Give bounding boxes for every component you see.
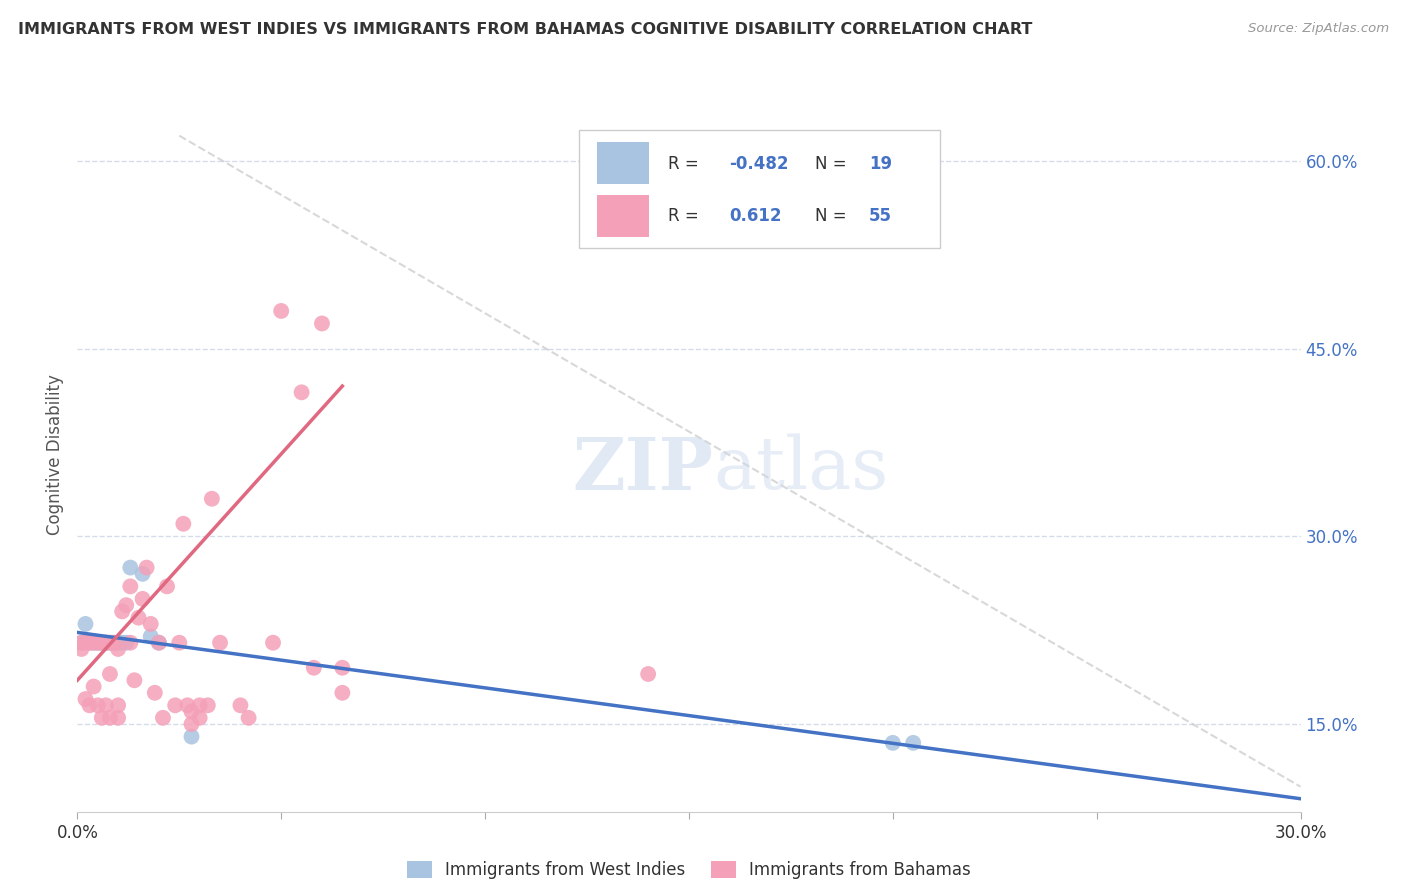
- Point: [291, 385, 314, 400]
- Point: [124, 673, 146, 688]
- Text: 55: 55: [869, 207, 891, 225]
- Point: [79, 636, 101, 650]
- Point: [103, 636, 125, 650]
- Point: [98, 636, 121, 650]
- Point: [120, 579, 142, 593]
- Point: [94, 636, 117, 650]
- Point: [103, 636, 125, 650]
- Text: 0.612: 0.612: [730, 207, 782, 225]
- Point: [180, 717, 202, 731]
- FancyBboxPatch shape: [579, 130, 939, 248]
- Point: [131, 566, 153, 581]
- Point: [165, 698, 187, 713]
- Point: [135, 560, 157, 574]
- Point: [83, 636, 105, 650]
- Point: [94, 636, 117, 650]
- Point: [201, 491, 224, 506]
- Point: [111, 604, 134, 618]
- Point: [115, 598, 138, 612]
- Point: [180, 705, 202, 719]
- Text: IMMIGRANTS FROM WEST INDIES VS IMMIGRANTS FROM BAHAMAS COGNITIVE DISABILITY CORR: IMMIGRANTS FROM WEST INDIES VS IMMIGRANT…: [18, 22, 1032, 37]
- Point: [87, 636, 110, 650]
- Point: [637, 667, 659, 681]
- Point: [115, 636, 138, 650]
- Point: [197, 698, 219, 713]
- Point: [882, 736, 904, 750]
- Point: [98, 667, 121, 681]
- Point: [90, 711, 112, 725]
- Point: [107, 698, 129, 713]
- Point: [75, 692, 97, 706]
- Text: ZIP: ZIP: [572, 434, 713, 505]
- Point: [83, 680, 105, 694]
- Point: [169, 636, 191, 650]
- Point: [302, 661, 325, 675]
- Point: [70, 636, 93, 650]
- Point: [148, 636, 170, 650]
- Point: [332, 661, 354, 675]
- Point: [111, 636, 134, 650]
- Legend: Immigrants from West Indies, Immigrants from Bahamas: Immigrants from West Indies, Immigrants …: [401, 854, 977, 886]
- Point: [148, 636, 170, 650]
- Y-axis label: Cognitive Disability: Cognitive Disability: [46, 375, 65, 535]
- Point: [152, 711, 174, 725]
- Point: [90, 636, 112, 650]
- Point: [180, 730, 202, 744]
- Point: [79, 636, 101, 650]
- Point: [311, 317, 333, 331]
- Point: [79, 698, 101, 713]
- Point: [120, 560, 142, 574]
- Point: [75, 636, 97, 650]
- Point: [209, 636, 232, 650]
- Point: [229, 698, 252, 713]
- Point: [107, 711, 129, 725]
- Point: [70, 642, 93, 657]
- Point: [83, 636, 105, 650]
- Point: [262, 636, 284, 650]
- Point: [139, 616, 162, 631]
- FancyBboxPatch shape: [598, 142, 648, 184]
- Point: [128, 610, 150, 624]
- Point: [70, 636, 93, 650]
- Point: [98, 711, 121, 725]
- FancyBboxPatch shape: [598, 195, 648, 237]
- Point: [332, 686, 354, 700]
- Text: N =: N =: [815, 207, 852, 225]
- Point: [156, 579, 179, 593]
- Point: [90, 636, 112, 650]
- Point: [87, 636, 110, 650]
- Point: [176, 698, 198, 713]
- Text: -0.482: -0.482: [730, 155, 789, 173]
- Text: R =: R =: [668, 155, 704, 173]
- Point: [75, 616, 97, 631]
- Point: [238, 711, 260, 725]
- Point: [143, 686, 166, 700]
- Point: [188, 698, 211, 713]
- Text: atlas: atlas: [713, 434, 889, 505]
- Point: [131, 591, 153, 606]
- Point: [120, 636, 142, 650]
- Point: [98, 636, 121, 650]
- Text: R =: R =: [668, 207, 704, 225]
- Point: [270, 304, 292, 318]
- Point: [87, 698, 110, 713]
- Point: [94, 698, 117, 713]
- Text: Source: ZipAtlas.com: Source: ZipAtlas.com: [1249, 22, 1389, 36]
- Point: [107, 636, 129, 650]
- Point: [107, 642, 129, 657]
- Point: [172, 516, 194, 531]
- Point: [139, 630, 162, 644]
- Point: [188, 711, 211, 725]
- Text: N =: N =: [815, 155, 852, 173]
- Point: [903, 736, 925, 750]
- Text: 19: 19: [869, 155, 891, 173]
